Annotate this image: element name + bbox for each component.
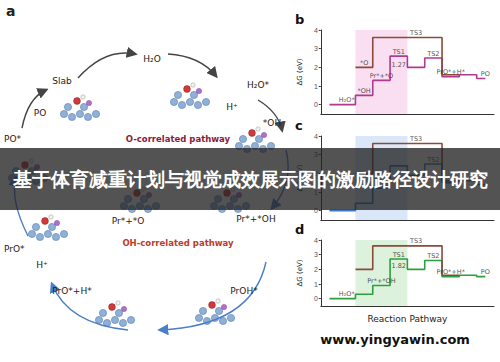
svg-text:TS2: TS2: [426, 252, 439, 260]
svg-text:1.27: 1.27: [391, 61, 405, 69]
svg-text:Pr*+*OH: Pr*+*OH: [236, 214, 275, 224]
svg-text:TS1: TS1: [392, 251, 405, 259]
svg-text:TS3: TS3: [409, 135, 422, 143]
svg-text:0: 0: [314, 101, 318, 108]
svg-text:*O: *O: [360, 59, 368, 67]
svg-text:PrOH*: PrOH*: [230, 286, 258, 296]
svg-text:ΔG (eV): ΔG (eV): [296, 58, 304, 85]
svg-text:Reaction Pathway: Reaction Pathway: [367, 314, 448, 324]
svg-text:ΔG (eV): ΔG (eV): [296, 259, 304, 286]
svg-text:b: b: [295, 12, 304, 27]
svg-text:Pr*+*OH: Pr*+*OH: [367, 277, 396, 285]
svg-text:H⁺: H⁺: [36, 260, 48, 270]
svg-text:PrO*+H*: PrO*+H*: [436, 68, 465, 76]
svg-text:TS1: TS1: [392, 48, 405, 56]
svg-text:H₂O: H₂O: [143, 54, 160, 64]
svg-text:PrO*: PrO*: [4, 244, 25, 254]
svg-text:1: 1: [314, 83, 318, 90]
svg-text:H₂O*: H₂O*: [339, 96, 356, 104]
svg-text:0: 0: [314, 295, 318, 302]
svg-text:PO: PO: [34, 108, 47, 118]
svg-text:H⁺: H⁺: [226, 102, 238, 112]
svg-text:c: c: [295, 118, 303, 133]
svg-text:PrO*+H*: PrO*+H*: [52, 286, 92, 296]
svg-text:PO*: PO*: [4, 134, 22, 144]
svg-text:PrO*+H*: PrO*+H*: [436, 268, 465, 276]
svg-text:Slab: Slab: [52, 76, 72, 86]
html-text:www.yingyawin.com: www.yingyawin.com: [320, 332, 470, 347]
svg-text:OH-correlated pathway: OH-correlated pathway: [122, 238, 234, 248]
svg-text:TS2: TS2: [426, 50, 439, 58]
svg-text:PO: PO: [481, 70, 490, 78]
svg-text:O-correlated pathway: O-correlated pathway: [126, 134, 231, 144]
svg-text:Pr*+*O: Pr*+*O: [370, 72, 394, 80]
svg-text:2: 2: [314, 266, 318, 273]
svg-text:3: 3: [314, 45, 318, 52]
svg-text:Pr*+*O: Pr*+*O: [112, 216, 145, 226]
html-text:基于体育减重计划与视觉成效展示图的激励路径设计研究: 基于体育减重计划与视觉成效展示图的激励路径设计研究: [12, 168, 488, 190]
svg-text:3: 3: [314, 251, 318, 258]
svg-text:PO: PO: [481, 268, 490, 276]
svg-text:4: 4: [314, 27, 318, 34]
svg-text:H₂O*: H₂O*: [339, 290, 356, 298]
svg-text:1.82: 1.82: [391, 262, 405, 270]
svg-text:1: 1: [314, 281, 318, 288]
svg-text:*OH: *OH: [263, 118, 281, 128]
svg-text:4: 4: [314, 133, 318, 140]
svg-text:TS3: TS3: [409, 237, 422, 245]
svg-text:0: 0: [313, 207, 318, 215]
svg-text:a: a: [6, 3, 15, 19]
svg-text:2: 2: [314, 64, 318, 71]
svg-text:4: 4: [314, 237, 318, 244]
svg-text:H₂O*: H₂O*: [247, 80, 269, 90]
svg-text:TS3: TS3: [409, 29, 422, 37]
svg-text:*OH: *OH: [357, 87, 370, 95]
svg-text:d: d: [295, 222, 304, 237]
